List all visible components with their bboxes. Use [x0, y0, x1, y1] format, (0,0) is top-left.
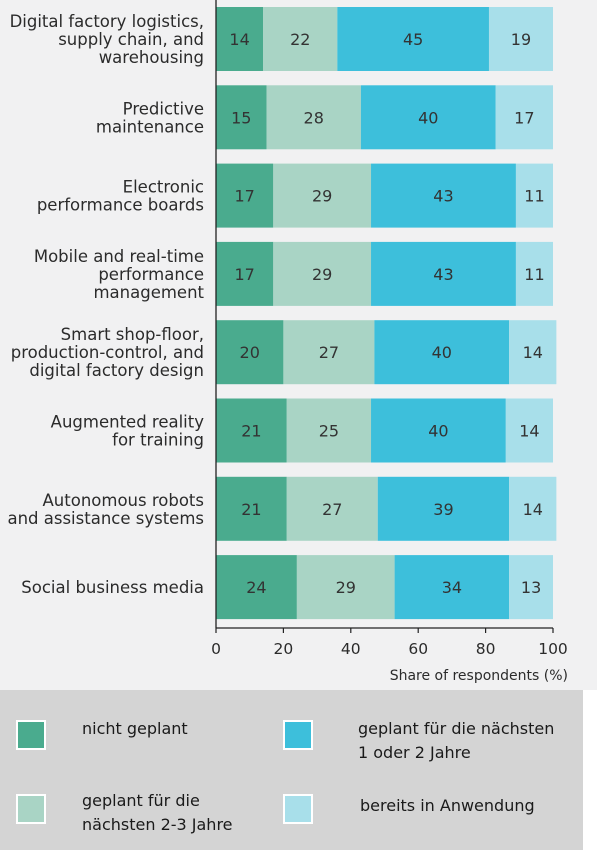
x-tick-label: 40	[341, 640, 361, 658]
legend-swatch	[283, 794, 313, 824]
data-label: 29	[312, 265, 332, 284]
data-label: 17	[514, 108, 534, 127]
bar-segment	[371, 398, 506, 463]
data-label: 19	[511, 30, 531, 49]
bar-segment	[509, 320, 557, 385]
data-label: 17	[234, 187, 254, 206]
bar-segment	[216, 476, 287, 541]
bar-segment	[515, 241, 553, 306]
legend-label: geplant für die nächsten 1 oder 2 Jahre	[358, 719, 555, 762]
bar-segment	[337, 7, 489, 71]
x-tick-label: 20	[274, 640, 294, 658]
chart-canvas: Digital factory logistics, supply chain, …	[7, 0, 568, 684]
data-label: 14	[523, 500, 543, 519]
category-label: Mobile and real-time performance managemen…	[34, 247, 205, 302]
bar-segment	[266, 85, 361, 150]
data-label: 28	[304, 108, 324, 127]
category-label: Smart shop-floor, production-control, and…	[11, 325, 204, 380]
bar-segment	[216, 85, 267, 150]
bar-segment	[360, 85, 496, 150]
data-label: 20	[240, 343, 260, 362]
data-label: 11	[524, 187, 544, 206]
bar-segment	[273, 163, 372, 228]
data-label: 21	[241, 500, 261, 519]
category-label: Autonomous robots and assistance systems	[7, 491, 204, 528]
category-label: Digital factory logistics, supply chain, …	[10, 12, 204, 67]
bar-segment	[263, 7, 338, 71]
data-label: 14	[519, 422, 539, 441]
stacked-bar-chart: Digital factory logistics, supply chain, …	[7, 0, 568, 684]
data-label: 45	[403, 30, 423, 49]
bar-segment	[216, 163, 274, 228]
data-label: 27	[319, 343, 339, 362]
data-label: 43	[433, 187, 453, 206]
bar-segment	[495, 85, 553, 150]
x-axis-title: Share of respondents (%)	[390, 668, 568, 684]
category-label: Electronic performance boards	[37, 178, 204, 215]
data-label: 40	[428, 422, 448, 441]
x-tick-label: 60	[408, 640, 428, 658]
bar-segment	[505, 398, 553, 463]
data-label: 39	[433, 500, 453, 519]
data-label: 15	[231, 108, 251, 127]
data-label: 25	[319, 422, 339, 441]
bar-segment	[374, 320, 510, 385]
data-label: 17	[234, 265, 254, 284]
bar-segment	[394, 555, 510, 620]
bar-segment	[509, 555, 553, 620]
legend-swatch	[283, 720, 313, 750]
data-label: 40	[432, 343, 452, 362]
bar-segment	[488, 7, 553, 71]
bar-segment	[216, 241, 274, 306]
bar-segment	[377, 476, 510, 541]
x-tick-label: 80	[476, 640, 496, 658]
data-label: 14	[229, 30, 249, 49]
data-label: 29	[312, 187, 332, 206]
legend-label: geplant für die nächsten 2-3 Jahre	[82, 791, 233, 834]
bar-segment	[216, 398, 287, 463]
x-tick-label: 100	[538, 640, 568, 658]
bar-segment	[283, 320, 375, 385]
legend-label: nicht geplant	[82, 719, 188, 738]
data-label: 29	[336, 578, 356, 597]
data-label: 22	[290, 30, 310, 49]
category-label: Predictive maintenance	[96, 99, 204, 136]
category-label: Augmented reality for training	[51, 413, 205, 450]
data-label: 43	[433, 265, 453, 284]
bar-segment	[515, 163, 553, 228]
x-tick-label: 0	[211, 640, 221, 658]
data-label: 24	[246, 578, 266, 597]
data-label: 40	[418, 108, 438, 127]
legend-label: bereits in Anwendung	[360, 796, 535, 815]
data-label: 21	[241, 422, 261, 441]
bar-segment	[371, 241, 516, 306]
bar-segment	[286, 476, 378, 541]
category-label: Social business media	[21, 578, 204, 597]
chart-legend: nicht geplant geplant für die nächsten 1…	[0, 690, 597, 850]
bar-segment	[286, 398, 372, 463]
bar-segment	[273, 241, 372, 306]
data-label: 27	[322, 500, 342, 519]
bar-segment	[371, 163, 516, 228]
data-label: 34	[442, 578, 462, 597]
legend-swatch	[16, 720, 46, 750]
data-label: 11	[524, 265, 544, 284]
bar-segment	[509, 476, 557, 541]
legend-swatch	[16, 794, 46, 824]
data-label: 14	[523, 343, 543, 362]
bar-segment	[216, 7, 264, 71]
bar-segment	[296, 555, 395, 620]
bar-segment	[216, 320, 284, 385]
bar-segment	[216, 555, 297, 620]
data-label: 13	[521, 578, 541, 597]
